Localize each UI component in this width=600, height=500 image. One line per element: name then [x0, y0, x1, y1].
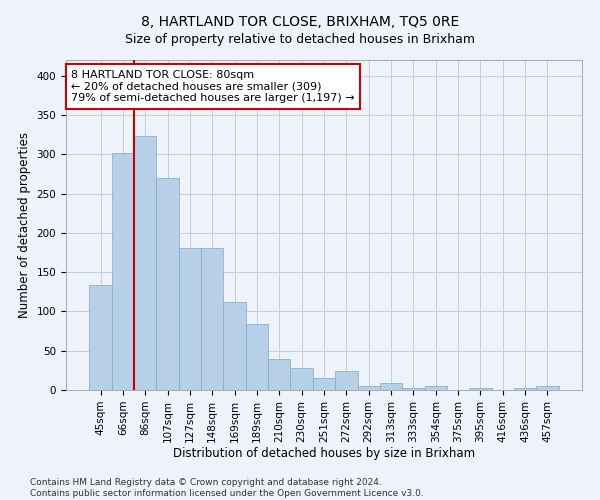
Bar [380, 383, 402, 390]
Bar [425, 386, 447, 390]
Bar [290, 368, 313, 390]
Bar [358, 386, 380, 390]
Bar [201, 248, 223, 390]
Text: 8 HARTLAND TOR CLOSE: 80sqm
← 20% of detached houses are smaller (309)
79% of se: 8 HARTLAND TOR CLOSE: 80sqm ← 20% of det… [71, 70, 355, 103]
Bar [179, 248, 201, 390]
Bar [335, 371, 358, 390]
Bar [246, 324, 268, 390]
Bar [268, 360, 290, 390]
Text: Size of property relative to detached houses in Brixham: Size of property relative to detached ho… [125, 32, 475, 46]
Text: Contains HM Land Registry data © Crown copyright and database right 2024.
Contai: Contains HM Land Registry data © Crown c… [30, 478, 424, 498]
Bar [112, 152, 134, 390]
Text: 8, HARTLAND TOR CLOSE, BRIXHAM, TQ5 0RE: 8, HARTLAND TOR CLOSE, BRIXHAM, TQ5 0RE [141, 15, 459, 29]
Bar [313, 378, 335, 390]
Bar [223, 302, 246, 390]
Bar [469, 388, 491, 390]
Bar [89, 284, 112, 390]
Bar [536, 386, 559, 390]
Bar [157, 178, 179, 390]
Bar [134, 136, 157, 390]
X-axis label: Distribution of detached houses by size in Brixham: Distribution of detached houses by size … [173, 448, 475, 460]
Y-axis label: Number of detached properties: Number of detached properties [18, 132, 31, 318]
Bar [402, 388, 425, 390]
Bar [514, 388, 536, 390]
